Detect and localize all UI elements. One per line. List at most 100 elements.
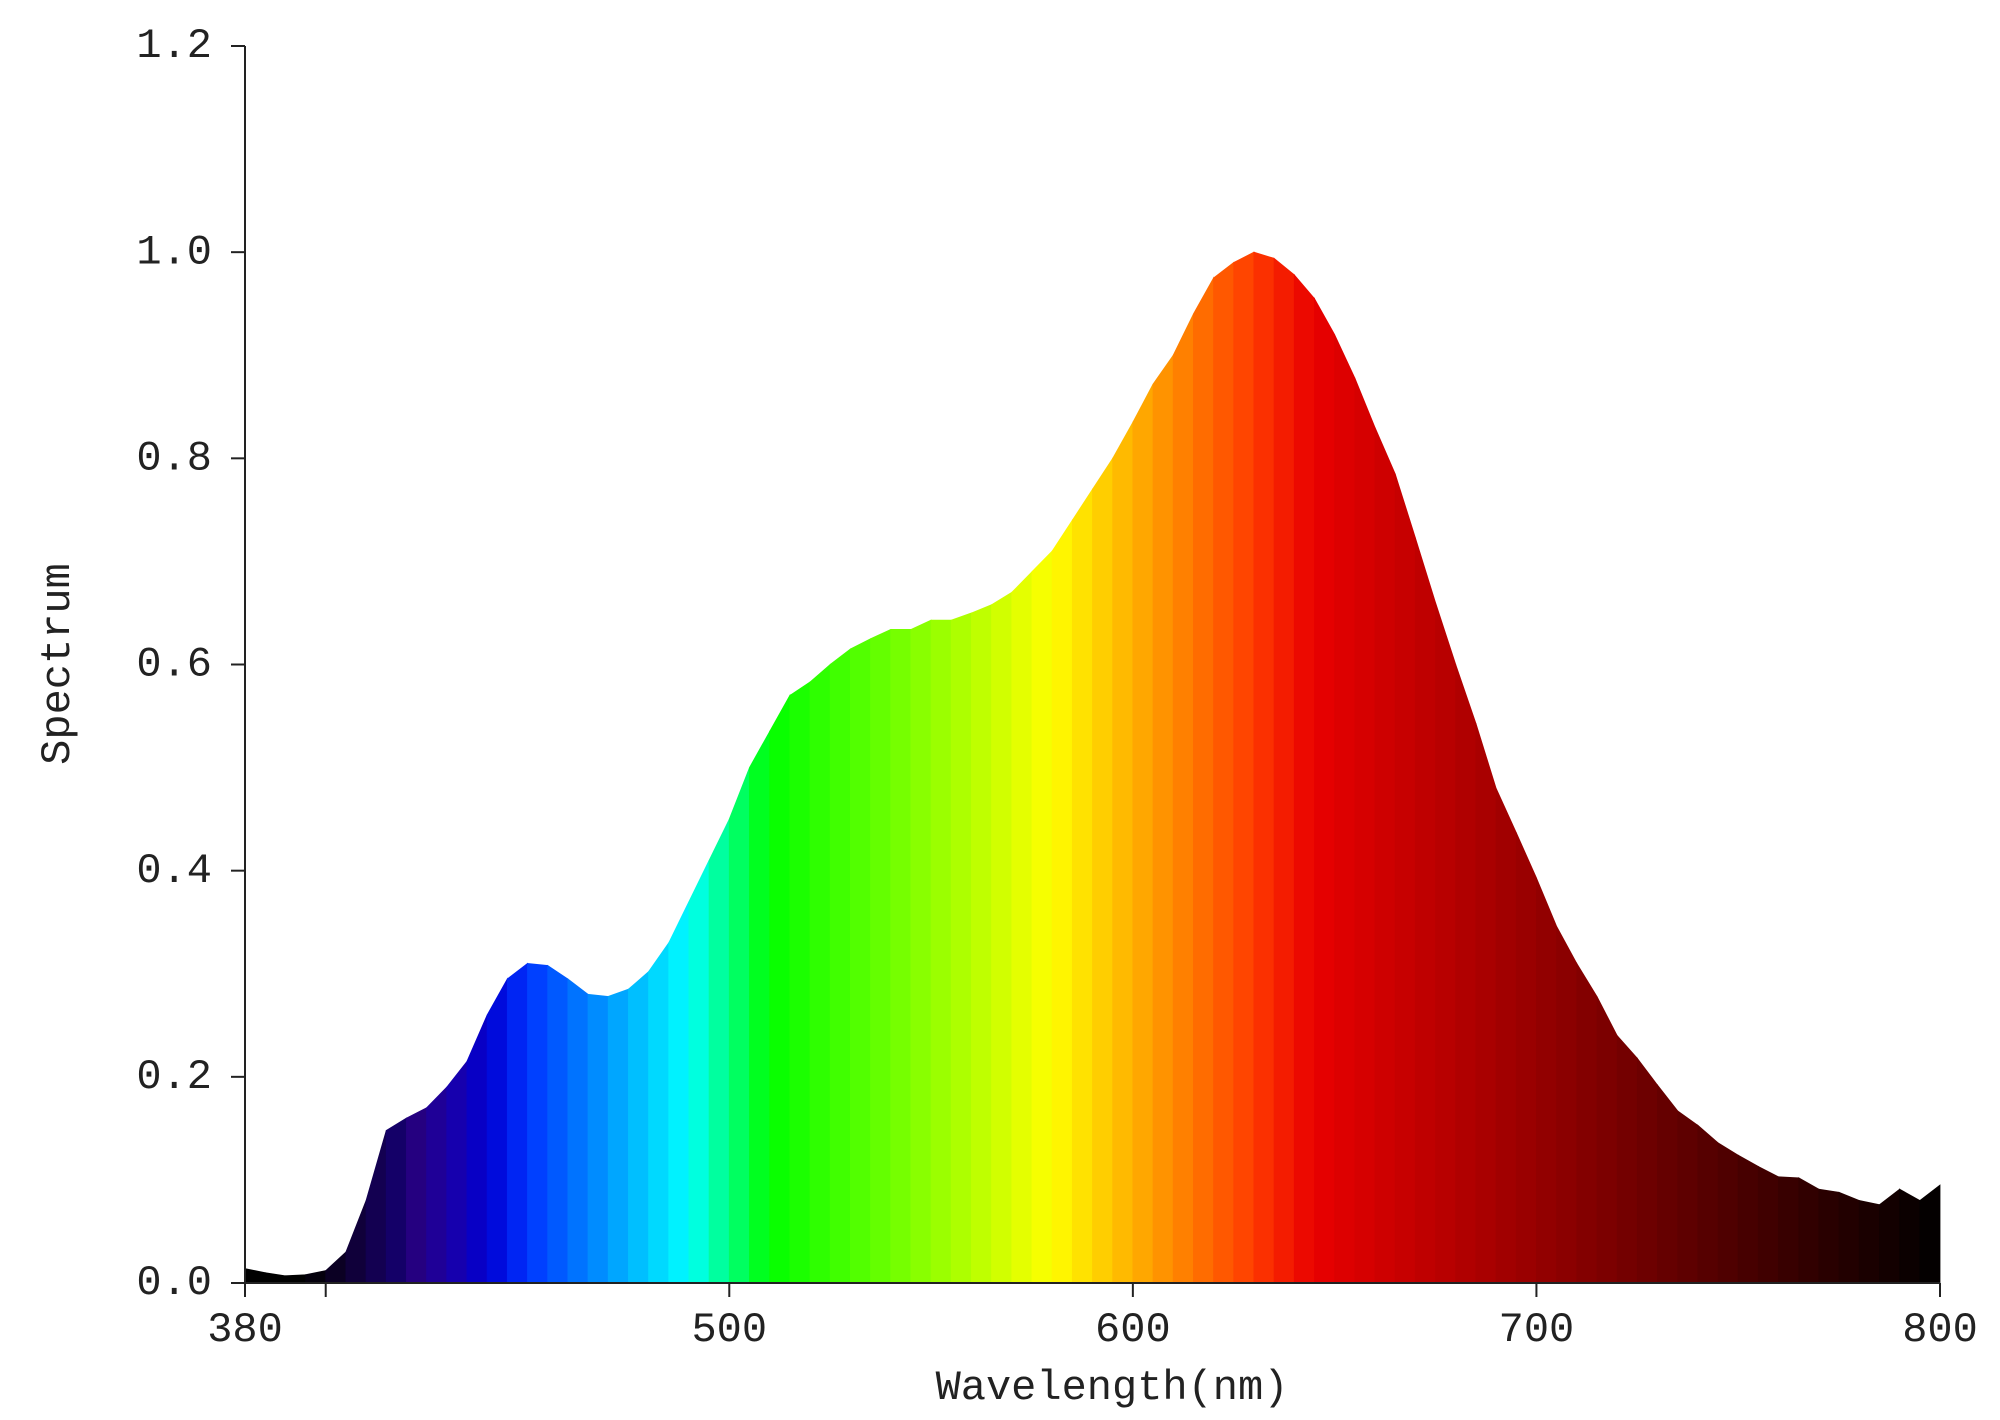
area-segment <box>1596 996 1618 1284</box>
area-segment <box>1657 1083 1679 1284</box>
area-segment <box>971 604 993 1284</box>
y-tick-label: 0.0 <box>136 1259 212 1307</box>
x-tick-label: 800 <box>1902 1306 1978 1354</box>
area-segment <box>1616 1034 1638 1284</box>
area-segment <box>466 1014 488 1284</box>
area-segment <box>446 1060 468 1284</box>
area-segment <box>950 612 972 1284</box>
area-segment <box>547 964 569 1284</box>
y-axis-label: Spectrum <box>34 563 82 765</box>
area-segment <box>1737 1154 1759 1284</box>
area-segment <box>587 993 609 1284</box>
area-segment <box>1031 550 1053 1284</box>
area-segment <box>1172 313 1194 1284</box>
x-axis-label: Wavelength(nm) <box>936 1364 1289 1412</box>
area-segment <box>1858 1200 1880 1284</box>
area-segment <box>789 681 811 1284</box>
area-segment <box>1435 602 1457 1284</box>
area-segment <box>668 901 690 1284</box>
area-segment <box>930 619 952 1284</box>
spectrum-area <box>244 251 1941 1284</box>
area-segment <box>1394 473 1416 1284</box>
area-segment <box>1374 427 1396 1284</box>
area-segment <box>426 1086 448 1284</box>
area-segment <box>1273 257 1295 1284</box>
area-segment <box>1818 1188 1840 1284</box>
area-segment <box>1253 251 1275 1284</box>
area-segment <box>244 1268 266 1284</box>
area-segment <box>1455 664 1477 1284</box>
y-tick-label: 1.0 <box>136 228 212 276</box>
area-segment <box>648 941 670 1284</box>
area-segment <box>345 1200 367 1284</box>
area-segment <box>1717 1142 1739 1284</box>
area-segment <box>365 1130 387 1284</box>
area-segment <box>849 638 871 1284</box>
area-segment <box>627 970 649 1284</box>
area-segment <box>385 1117 407 1284</box>
area-segment <box>728 767 750 1284</box>
area-segment <box>1213 261 1235 1284</box>
area-segment <box>284 1274 306 1284</box>
area-segment <box>325 1251 347 1284</box>
area-segment <box>1798 1177 1820 1284</box>
area-segment <box>749 729 771 1284</box>
area-segment <box>1334 334 1356 1284</box>
area-segment <box>1697 1124 1719 1284</box>
area-segment <box>567 978 589 1284</box>
area-segment <box>1475 723 1497 1284</box>
area-segment <box>1636 1057 1658 1284</box>
area-segment <box>870 628 892 1284</box>
area-segment <box>769 693 791 1284</box>
area-segment <box>1556 926 1578 1284</box>
area-segment <box>1414 537 1436 1284</box>
area-segment <box>1293 273 1315 1284</box>
y-tick-label: 0.4 <box>136 847 212 895</box>
area-segment <box>1071 487 1093 1284</box>
area-segment <box>527 962 549 1284</box>
area-segment <box>264 1272 286 1284</box>
y-tick-label: 0.8 <box>136 434 212 482</box>
area-segment <box>506 962 528 1284</box>
x-tick-label: 700 <box>1499 1306 1575 1354</box>
area-segment <box>991 591 1013 1284</box>
area-segment <box>1011 570 1033 1284</box>
y-tick-label: 0.2 <box>136 1053 212 1101</box>
area-segment <box>890 629 912 1284</box>
area-segment <box>607 988 629 1284</box>
x-tick-label: 500 <box>691 1306 767 1354</box>
y-tick-label: 0.6 <box>136 641 212 689</box>
area-segment <box>1879 1188 1901 1284</box>
y-tick-label: 1.2 <box>136 22 212 70</box>
area-segment <box>829 648 851 1284</box>
area-segment <box>1152 353 1174 1284</box>
area-segment <box>1838 1191 1860 1284</box>
area-segment <box>708 818 730 1284</box>
area-segment <box>1132 383 1154 1284</box>
area-segment <box>1314 297 1336 1284</box>
area-segment <box>1495 788 1517 1284</box>
area-segment <box>1233 251 1255 1284</box>
area-segment <box>1677 1110 1699 1284</box>
area-segment <box>1192 276 1214 1284</box>
area-segment <box>1515 832 1537 1284</box>
area-segment <box>305 1270 327 1284</box>
area-segment <box>1778 1176 1800 1284</box>
area-segment <box>1576 962 1598 1284</box>
area-segment <box>406 1107 428 1284</box>
area-segment <box>809 663 831 1284</box>
area-segment <box>486 977 508 1284</box>
area-segment <box>1354 377 1376 1284</box>
x-tick-label: 600 <box>1095 1306 1171 1354</box>
area-segment <box>1919 1184 1941 1284</box>
area-segment <box>910 619 932 1284</box>
x-tick-label: 380 <box>207 1306 283 1354</box>
area-segment <box>1757 1165 1779 1284</box>
area-segment <box>1536 877 1558 1284</box>
area-segment <box>688 860 710 1284</box>
area-segment <box>1112 420 1134 1284</box>
area-segment <box>1899 1188 1921 1284</box>
area-segment <box>1051 518 1073 1284</box>
